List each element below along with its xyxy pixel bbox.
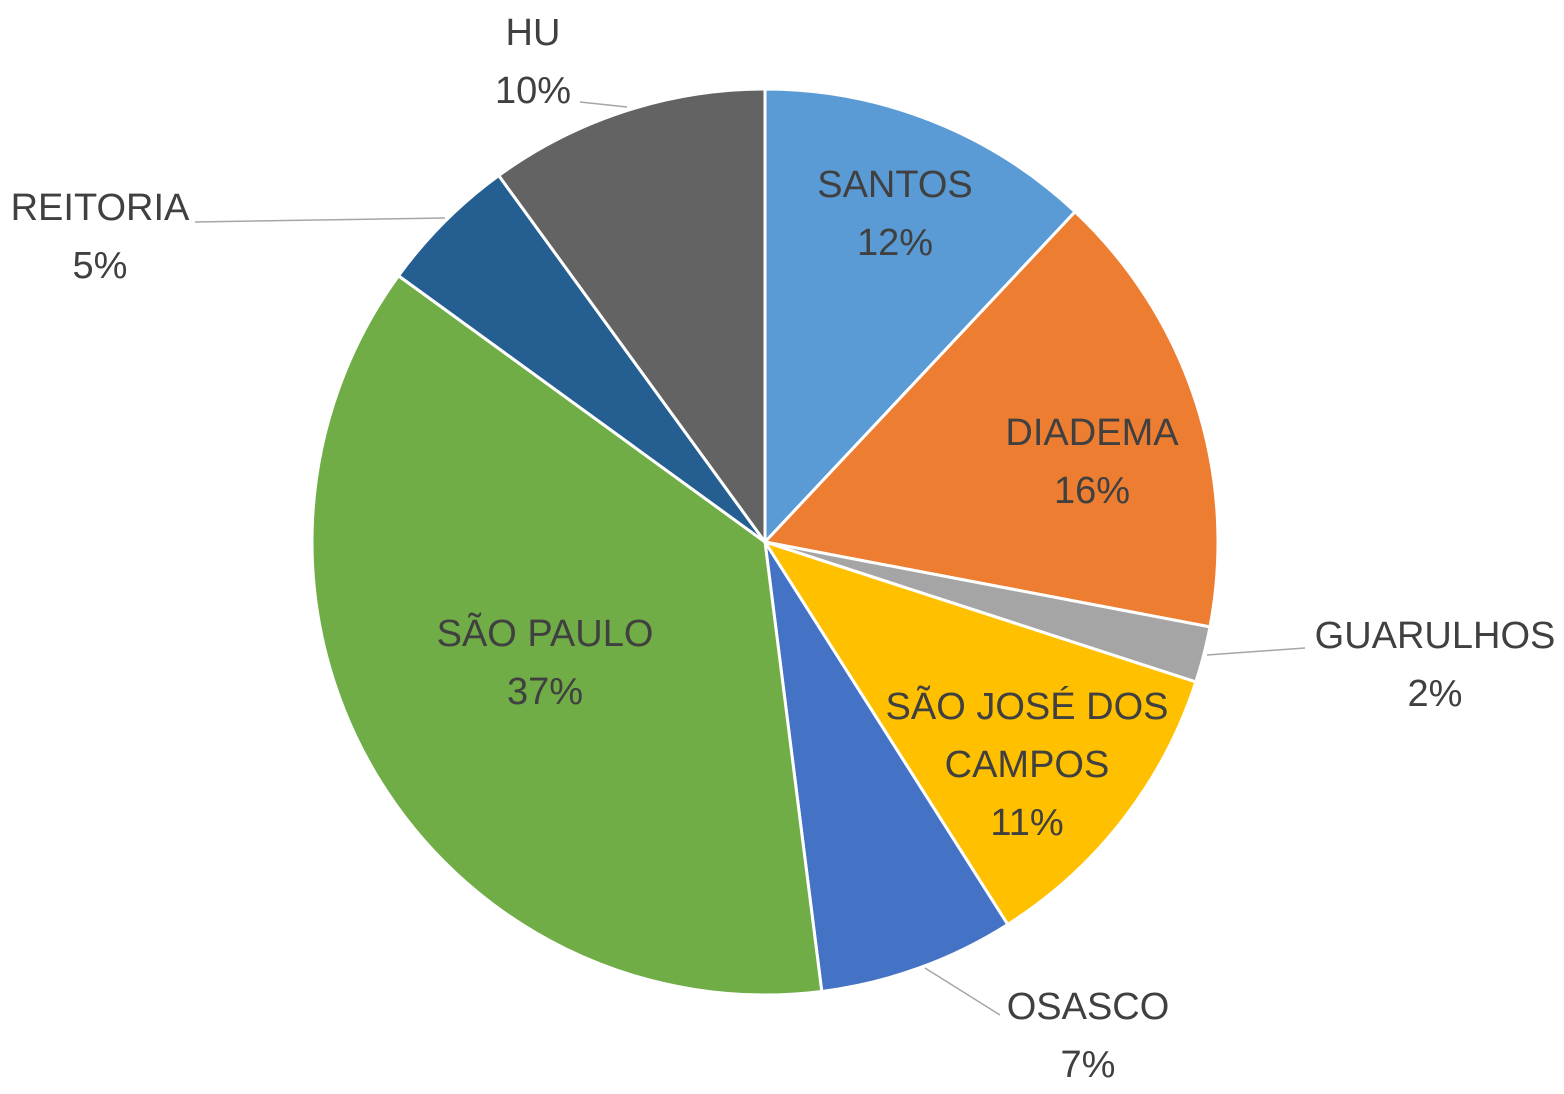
data-label: DIADEMA 16% <box>1005 404 1178 520</box>
category-label: HU <box>505 12 561 54</box>
value-label: 2% <box>1407 673 1463 715</box>
data-label: SÃO JOSÉ DOS CAMPOS 11% <box>877 678 1177 852</box>
category-label: SÃO PAULO <box>436 613 654 655</box>
data-label: SANTOS 12% <box>817 156 973 272</box>
category-label: SÃO JOSÉ DOS CAMPOS <box>885 686 1169 786</box>
leader-line <box>1206 647 1306 656</box>
value-label: 7% <box>1060 1044 1116 1086</box>
leader-line <box>924 967 1001 1016</box>
value-label: 16% <box>1053 470 1131 512</box>
data-label: GUARULHOS 2% <box>1315 607 1556 723</box>
leader-line <box>579 101 628 108</box>
value-label: 12% <box>856 222 934 264</box>
category-label: DIADEMA <box>1005 412 1179 454</box>
category-label: REITORIA <box>10 187 190 229</box>
pie-slice <box>762 209 1220 629</box>
data-label: OSASCO 7% <box>1007 978 1170 1094</box>
data-label: HU 10% <box>495 4 571 120</box>
leader-line <box>194 217 446 223</box>
data-label: REITORIA 5% <box>11 179 190 295</box>
category-label: GUARULHOS <box>1314 615 1556 657</box>
pie-slice <box>763 87 1078 546</box>
pie-slice <box>761 539 1198 927</box>
pie-slice <box>310 273 824 997</box>
pie-slice <box>396 173 767 544</box>
pie-slice <box>496 87 767 547</box>
category-label: SANTOS <box>817 164 973 206</box>
data-label: SÃO PAULO 37% <box>437 605 654 721</box>
category-label: OSASCO <box>1006 986 1170 1028</box>
value-label: 10% <box>494 70 572 112</box>
value-label: 11% <box>990 802 1064 844</box>
pie-slice <box>763 541 1010 994</box>
value-label: 37% <box>506 671 584 713</box>
value-label: 5% <box>72 245 128 287</box>
